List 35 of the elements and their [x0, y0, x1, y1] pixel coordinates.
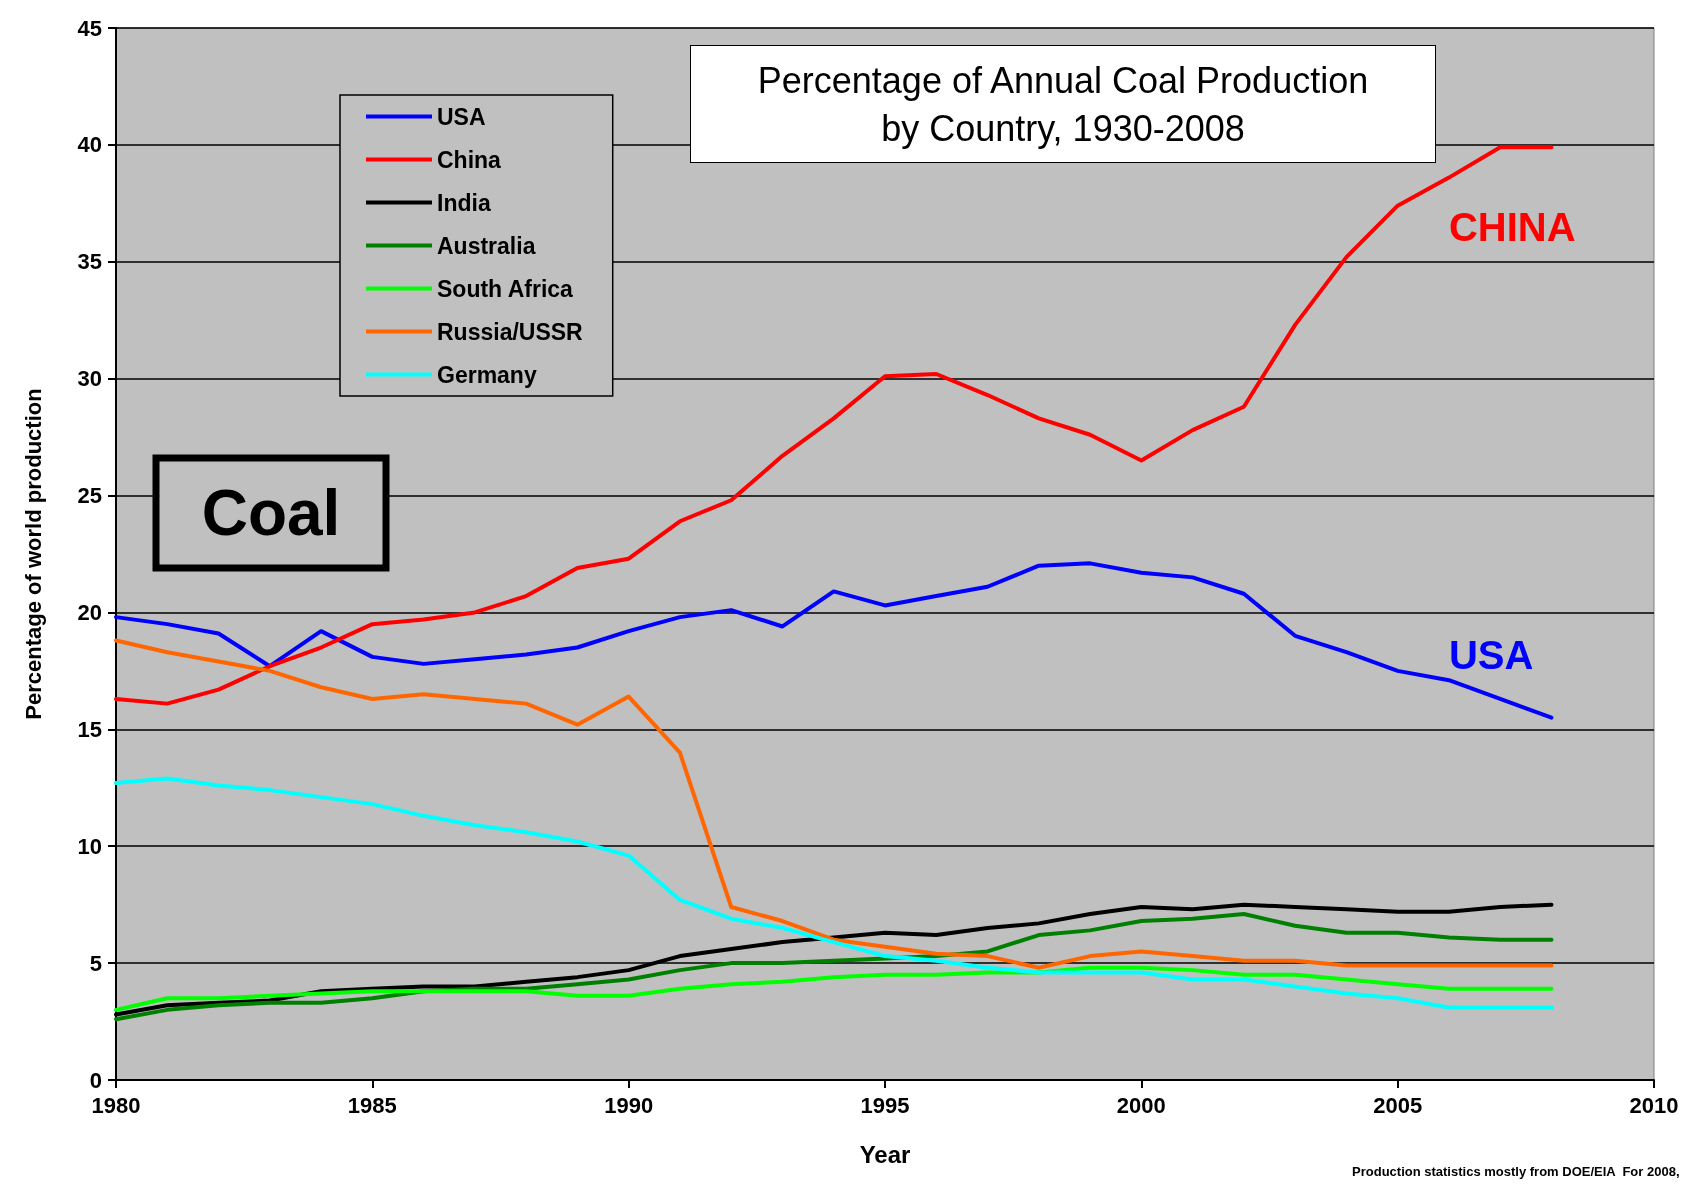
line-series: [114, 965, 1554, 1012]
y-tick-label: 35: [77, 249, 102, 275]
x-tick-label: 2005: [1373, 1092, 1423, 1118]
legend-label: India: [437, 189, 491, 216]
y-tick-label: 30: [77, 366, 102, 392]
x-tick-label: 1995: [860, 1092, 910, 1118]
text: Percentage of Annual Coal Production by Country, 1930-2008: [756, 59, 1370, 151]
x-axis-title: Year: [859, 1140, 911, 1168]
line-series: [114, 561, 1554, 720]
line-series: [114, 776, 1554, 1010]
x-tick-label: 2000: [1116, 1092, 1166, 1118]
legend-label: South Africa: [437, 275, 574, 302]
legend-label: Russia/USSR: [437, 318, 584, 345]
y-axis-title: Percentage of world production: [20, 388, 46, 720]
annotation: CHINA: [1448, 204, 1576, 249]
y-tick-label: 20: [77, 599, 102, 625]
y-tick-label: 25: [77, 483, 102, 509]
y-tick-label: 10: [77, 833, 102, 859]
annotation: USA: [1448, 632, 1534, 677]
y-tick-label: 15: [77, 716, 102, 742]
legend-label: Germany: [437, 361, 537, 388]
x-tick-label: 1990: [604, 1092, 654, 1118]
legend-label: China: [437, 146, 502, 173]
legend-label: Australia: [437, 232, 536, 259]
text: Production statistics mostly from DOE/EIA For 2008,: [1352, 1164, 1680, 1179]
y-tick-label: 40: [77, 132, 102, 158]
x-tick-label: 1980: [91, 1092, 141, 1118]
x-tick-label: 1985: [347, 1092, 397, 1118]
y-tick-label: 5: [89, 950, 102, 976]
y-tick-label: 0: [89, 1067, 102, 1093]
x-tick-label: 2010: [1629, 1092, 1679, 1118]
line-series: [114, 638, 1554, 970]
y-tick-label: 45: [77, 15, 102, 41]
legend-label: USA: [437, 103, 486, 130]
annotation: Coal: [201, 477, 341, 549]
